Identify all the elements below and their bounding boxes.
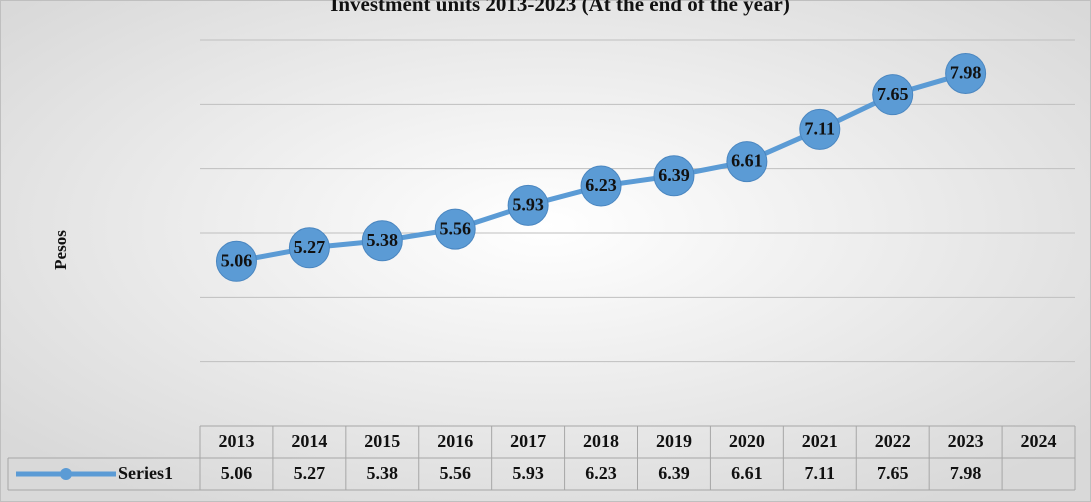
data-point — [580, 165, 622, 207]
data-point — [945, 52, 987, 94]
x-tick-label: 2022 — [875, 431, 911, 451]
table-value: 5.27 — [294, 463, 326, 483]
table-value: 6.39 — [658, 463, 690, 483]
data-label: 6.23 — [585, 175, 617, 195]
table-value: 5.93 — [512, 463, 544, 483]
data-point — [434, 208, 476, 250]
data-point — [653, 155, 695, 197]
data-point — [361, 220, 403, 262]
x-tick-label: 2016 — [437, 431, 473, 451]
x-tick-label: 2013 — [218, 431, 254, 451]
data-label: 5.27 — [294, 237, 326, 257]
legend-key-marker — [60, 468, 72, 480]
data-label: 5.93 — [512, 194, 544, 214]
table-value: 5.06 — [221, 463, 253, 483]
table-value: 7.11 — [805, 463, 836, 483]
data-label: 5.06 — [221, 250, 253, 270]
x-tick-label: 2019 — [656, 431, 692, 451]
x-tick-label: 2014 — [291, 431, 327, 451]
data-label: 7.11 — [805, 119, 836, 139]
data-point — [215, 240, 257, 282]
data-point — [288, 227, 330, 269]
table-value: 6.61 — [731, 463, 763, 483]
x-tick-label: 2018 — [583, 431, 619, 451]
data-label: 7.65 — [877, 84, 909, 104]
data-label: 6.39 — [658, 165, 690, 185]
data-point — [799, 108, 841, 150]
table-value: 5.56 — [439, 463, 471, 483]
legend-label: Series1 — [118, 463, 173, 483]
data-label: 5.38 — [367, 230, 399, 250]
table-value: 5.38 — [367, 463, 399, 483]
x-tick-label: 2015 — [364, 431, 400, 451]
y-axis-label: Pesos — [51, 230, 70, 270]
table-value: 7.65 — [877, 463, 909, 483]
data-point — [507, 184, 549, 226]
x-tick-label: 2021 — [802, 431, 838, 451]
x-tick-label: 2017 — [510, 431, 546, 451]
x-tick-label: 2020 — [729, 431, 765, 451]
data-point — [872, 74, 914, 116]
data-label: 7.98 — [950, 63, 982, 83]
chart-title: Investment units 2013-2023 (At the end o… — [330, 0, 790, 16]
table-value: 6.23 — [585, 463, 617, 483]
x-tick-label: 2023 — [948, 431, 984, 451]
x-tick-label: 2024 — [1021, 431, 1057, 451]
table-value: 7.98 — [950, 463, 982, 483]
data-label: 5.56 — [439, 218, 471, 238]
data-point — [726, 141, 768, 183]
data-label: 6.61 — [731, 151, 763, 171]
